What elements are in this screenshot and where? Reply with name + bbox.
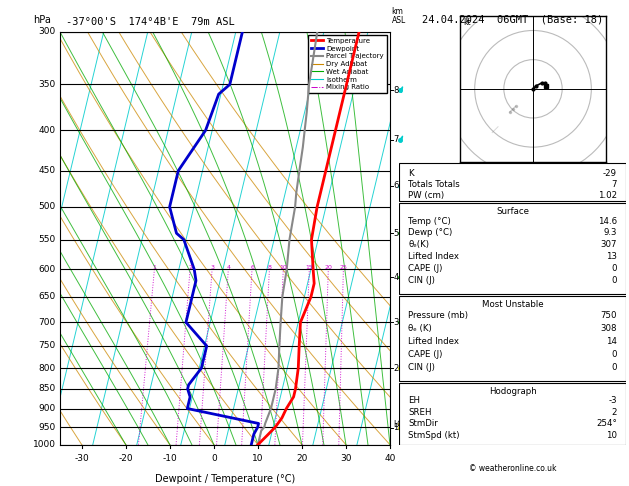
Text: 4: 4	[226, 265, 230, 270]
Text: 308: 308	[600, 324, 617, 333]
Text: 307: 307	[600, 240, 617, 249]
Text: Most Unstable: Most Unstable	[482, 300, 543, 309]
Text: 0: 0	[611, 264, 617, 273]
Text: θₑ(K): θₑ(K)	[408, 240, 430, 249]
Text: K: K	[408, 169, 414, 178]
Text: 8: 8	[393, 86, 399, 95]
Text: -30: -30	[74, 454, 89, 463]
Text: Lifted Index: Lifted Index	[408, 337, 459, 346]
Text: 300: 300	[38, 27, 55, 36]
Text: 0: 0	[611, 364, 617, 372]
Text: 24.04.2024  06GMT  (Base: 18): 24.04.2024 06GMT (Base: 18)	[422, 14, 603, 24]
Text: 1000: 1000	[33, 440, 55, 449]
Text: Dewp (°C): Dewp (°C)	[408, 228, 453, 237]
Text: 6: 6	[250, 265, 254, 270]
Text: 1: 1	[393, 423, 399, 433]
Text: 30: 30	[340, 454, 352, 463]
Text: 3: 3	[210, 265, 214, 270]
Text: 350: 350	[38, 80, 55, 89]
Text: 7: 7	[611, 180, 617, 189]
Text: θₑ (K): θₑ (K)	[408, 324, 432, 333]
Text: 600: 600	[38, 265, 55, 274]
Text: 0: 0	[611, 350, 617, 359]
Text: 2: 2	[393, 364, 399, 373]
Text: 7: 7	[393, 135, 399, 144]
Text: Mixing Ratio (g/kg): Mixing Ratio (g/kg)	[411, 202, 420, 275]
Text: SREH: SREH	[408, 408, 432, 417]
Text: 0: 0	[211, 454, 217, 463]
Text: 8: 8	[267, 265, 272, 270]
Text: 40: 40	[384, 454, 396, 463]
Text: 1: 1	[153, 265, 157, 270]
Text: 20: 20	[325, 265, 332, 270]
Text: 6: 6	[393, 181, 399, 190]
Text: 14.6: 14.6	[598, 217, 617, 226]
Text: 5: 5	[393, 229, 399, 238]
Text: Dewpoint / Temperature (°C): Dewpoint / Temperature (°C)	[155, 473, 295, 484]
Text: 400: 400	[38, 126, 55, 135]
Text: LCL: LCL	[393, 420, 407, 429]
Text: 10: 10	[279, 265, 287, 270]
Text: PW (cm): PW (cm)	[408, 191, 445, 200]
Text: 700: 700	[38, 318, 55, 327]
Text: © weatheronline.co.uk: © weatheronline.co.uk	[469, 464, 557, 473]
Text: -20: -20	[118, 454, 133, 463]
Text: km
ASL: km ASL	[392, 7, 406, 25]
Text: CIN (J): CIN (J)	[408, 276, 435, 285]
Legend: Temperature, Dewpoint, Parcel Trajectory, Dry Adiabat, Wet Adiabat, Isotherm, Mi: Temperature, Dewpoint, Parcel Trajectory…	[308, 35, 386, 93]
Text: Hodograph: Hodograph	[489, 387, 537, 396]
Text: 20: 20	[296, 454, 308, 463]
Text: 550: 550	[38, 235, 55, 244]
Text: 900: 900	[38, 404, 55, 413]
Text: 254°: 254°	[596, 419, 617, 428]
Text: -29: -29	[603, 169, 617, 178]
Text: 850: 850	[38, 384, 55, 394]
Text: Surface: Surface	[496, 207, 529, 216]
Text: 800: 800	[38, 364, 55, 373]
Text: kt: kt	[463, 17, 470, 27]
Text: StmSpd (kt): StmSpd (kt)	[408, 431, 460, 440]
Text: Pressure (mb): Pressure (mb)	[408, 311, 469, 320]
Text: Lifted Index: Lifted Index	[408, 252, 459, 261]
Bar	[399, 163, 626, 201]
Text: 9.3: 9.3	[603, 228, 617, 237]
Text: 500: 500	[38, 202, 55, 211]
Text: 2: 2	[188, 265, 192, 270]
Text: 1.02: 1.02	[598, 191, 617, 200]
Bar	[399, 296, 626, 381]
Text: 10: 10	[252, 454, 264, 463]
Text: 10: 10	[606, 431, 617, 440]
Text: 650: 650	[38, 293, 55, 301]
Text: 450: 450	[38, 166, 55, 175]
Text: -10: -10	[162, 454, 177, 463]
Text: 4: 4	[393, 273, 399, 282]
Text: CIN (J): CIN (J)	[408, 364, 435, 372]
Text: 13: 13	[606, 252, 617, 261]
Text: Temp (°C): Temp (°C)	[408, 217, 451, 226]
Bar	[399, 383, 626, 445]
Text: -3: -3	[608, 396, 617, 405]
Text: 750: 750	[38, 342, 55, 350]
Text: 25: 25	[340, 265, 347, 270]
Text: CAPE (J): CAPE (J)	[408, 264, 443, 273]
Text: 950: 950	[38, 423, 55, 432]
Text: 0: 0	[611, 276, 617, 285]
Text: Totals Totals: Totals Totals	[408, 180, 460, 189]
Bar	[399, 203, 626, 294]
Text: CAPE (J): CAPE (J)	[408, 350, 443, 359]
Text: 3: 3	[393, 318, 399, 327]
Text: 14: 14	[606, 337, 617, 346]
Text: 15: 15	[306, 265, 313, 270]
Text: EH: EH	[408, 396, 420, 405]
Text: StmDir: StmDir	[408, 419, 438, 428]
Text: 750: 750	[600, 311, 617, 320]
Text: hPa: hPa	[33, 16, 50, 25]
Text: -37°00'S  174°4B'E  79m ASL: -37°00'S 174°4B'E 79m ASL	[66, 17, 235, 27]
Text: 2: 2	[611, 408, 617, 417]
